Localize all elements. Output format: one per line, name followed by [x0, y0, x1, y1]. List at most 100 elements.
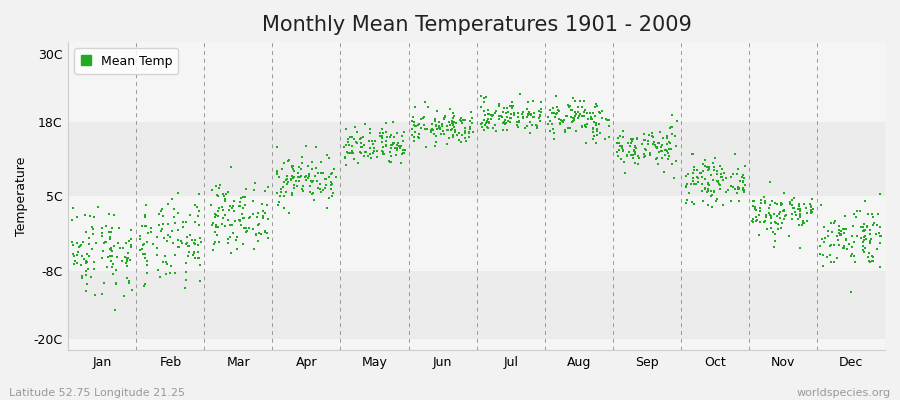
Point: [770, 212, 784, 219]
Point: [592, 130, 607, 136]
Point: [736, 172, 751, 179]
Point: [86, 226, 100, 232]
Point: [310, 144, 324, 150]
Point: [79, 228, 94, 235]
Point: [601, 116, 616, 123]
Point: [546, 110, 561, 117]
Point: [713, 182, 727, 188]
Point: [250, 210, 265, 216]
Point: [718, 189, 733, 196]
Point: [615, 145, 629, 151]
Point: [428, 139, 443, 145]
Point: [861, 211, 876, 217]
Point: [778, 211, 793, 218]
Point: [140, 258, 154, 264]
Point: [133, 233, 148, 239]
Point: [830, 233, 844, 240]
Point: [827, 220, 842, 226]
Point: [704, 172, 718, 178]
Point: [824, 243, 838, 249]
Point: [118, 254, 132, 260]
Point: [86, 230, 100, 237]
Point: [669, 158, 683, 164]
Point: [425, 126, 439, 132]
Point: [158, 259, 173, 266]
Point: [599, 117, 614, 123]
Point: [701, 181, 716, 187]
Point: [687, 181, 701, 188]
Point: [302, 189, 317, 196]
Point: [375, 126, 390, 132]
Point: [519, 106, 534, 112]
Point: [475, 120, 490, 126]
Point: [684, 181, 698, 187]
Point: [500, 108, 515, 115]
Point: [446, 121, 461, 128]
Point: [241, 215, 256, 221]
Point: [662, 156, 676, 162]
Point: [216, 215, 230, 221]
Point: [316, 169, 330, 176]
Point: [345, 150, 359, 156]
Point: [510, 110, 525, 116]
Point: [523, 119, 537, 125]
Point: [686, 177, 700, 184]
Point: [222, 207, 237, 214]
Point: [793, 214, 807, 220]
Point: [463, 126, 477, 133]
Point: [854, 234, 868, 241]
Point: [138, 214, 152, 220]
Point: [286, 184, 301, 191]
Point: [788, 209, 803, 216]
Point: [417, 114, 431, 120]
Point: [804, 204, 818, 210]
Point: [660, 147, 674, 153]
Point: [511, 114, 526, 120]
Point: [464, 124, 478, 131]
Point: [418, 144, 433, 150]
Point: [212, 185, 227, 191]
Point: [102, 211, 116, 218]
Point: [534, 106, 548, 112]
Point: [550, 110, 564, 116]
Point: [390, 145, 404, 152]
Point: [806, 206, 820, 212]
Point: [222, 203, 237, 210]
Point: [226, 202, 240, 209]
Point: [104, 228, 119, 235]
Point: [686, 175, 700, 182]
Point: [480, 94, 494, 101]
Point: [839, 226, 853, 232]
Point: [375, 144, 390, 150]
Point: [163, 234, 177, 240]
Point: [486, 125, 500, 131]
Point: [685, 199, 699, 205]
Point: [107, 242, 122, 249]
Point: [496, 127, 510, 133]
Point: [613, 132, 627, 139]
Point: [346, 156, 361, 162]
Point: [376, 150, 391, 157]
Point: [543, 118, 557, 124]
Point: [708, 155, 723, 162]
Point: [178, 285, 193, 291]
Point: [821, 228, 835, 234]
Point: [438, 113, 453, 119]
Point: [481, 107, 495, 113]
Point: [119, 260, 133, 266]
Point: [620, 140, 634, 146]
Point: [346, 150, 360, 157]
Point: [390, 146, 404, 153]
Point: [180, 240, 194, 246]
Point: [356, 152, 371, 159]
Point: [550, 104, 564, 110]
Point: [222, 234, 237, 240]
Point: [153, 228, 167, 234]
Point: [519, 122, 534, 129]
Point: [390, 130, 404, 136]
Point: [663, 145, 678, 152]
Point: [586, 125, 600, 131]
Point: [411, 130, 426, 137]
Point: [567, 117, 581, 123]
Point: [660, 148, 674, 154]
